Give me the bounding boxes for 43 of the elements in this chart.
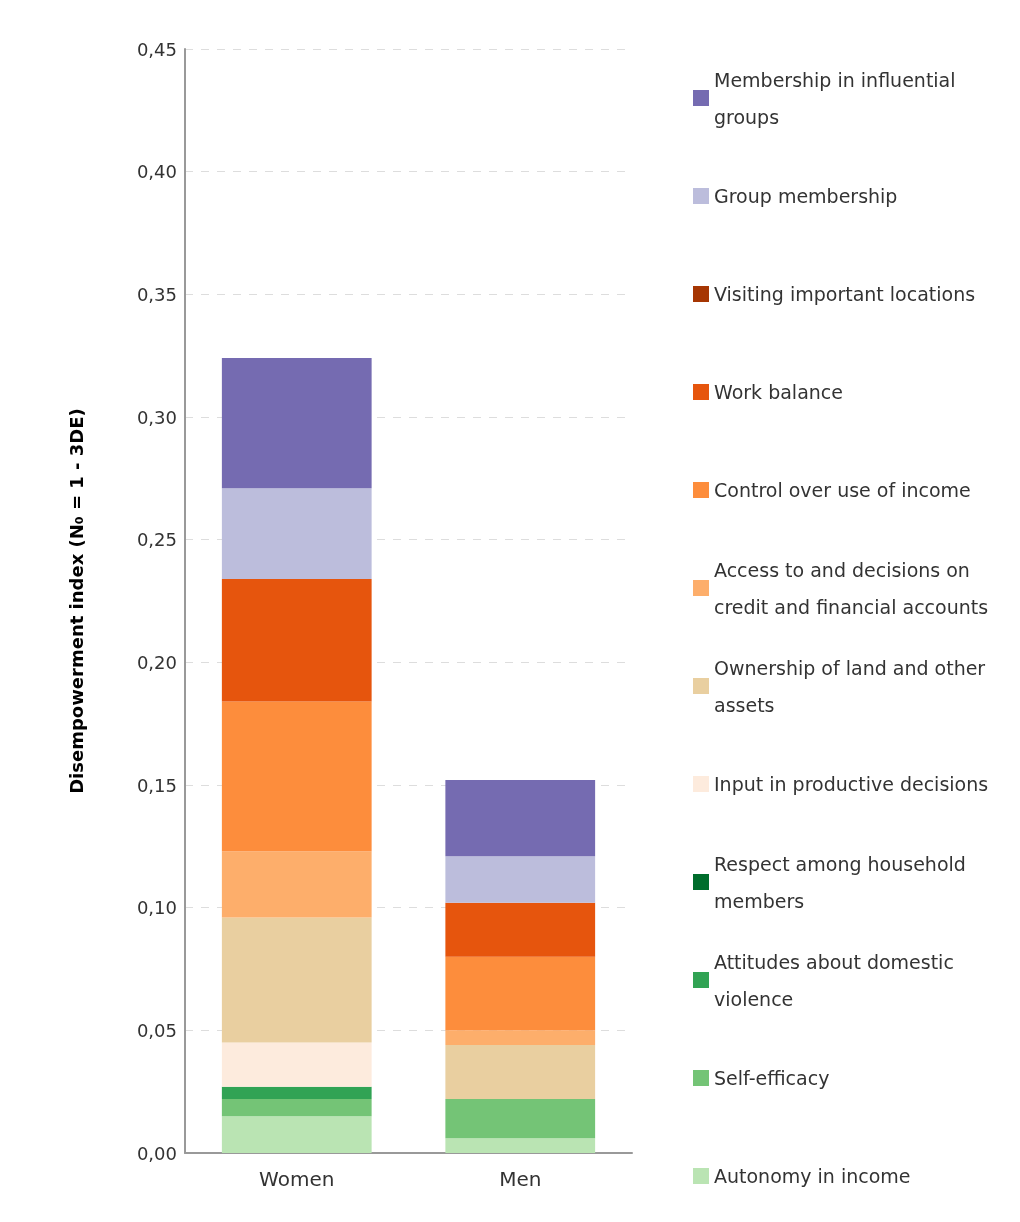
legend-label: Input in productive decisions [714, 773, 989, 795]
bar [445, 1099, 596, 1139]
legend-label: Self-efficacy [714, 1067, 830, 1089]
bar [445, 956, 596, 1031]
y-tick-label: 0,00 [136, 1142, 177, 1164]
y-tick-label: 0,05 [136, 1019, 177, 1041]
bar [221, 1116, 372, 1153]
bar [221, 917, 372, 1043]
legend-label: Group membership [714, 185, 898, 207]
y-tick-label: 0,40 [136, 161, 177, 183]
legend-label: Work balance [714, 381, 843, 403]
y-tick-label: 0,35 [136, 283, 177, 305]
bar [221, 358, 372, 489]
y-tick-label: 0,45 [136, 38, 177, 60]
y-tick-label: 0,10 [136, 897, 177, 919]
legend-label: Attitudes about domestic violence [714, 950, 960, 1010]
bar [445, 1045, 596, 1100]
legend-label: Visiting important locations [714, 283, 976, 305]
bar [221, 488, 372, 579]
legend-label: Control over use of income [714, 479, 971, 501]
y-tick-label: 0,20 [136, 651, 177, 673]
y-tick-label: 0,30 [136, 406, 177, 428]
legend-label: Autonomy in income [714, 1165, 911, 1187]
legend-label: Access to and decisions on credit and financial accounts [714, 558, 989, 618]
bar [445, 902, 596, 957]
y-tick-label: 0,25 [136, 529, 177, 551]
y-axis-title: Disempowerment index (N₀ = 1 - 3DE) [65, 408, 87, 794]
bar [221, 1086, 372, 1100]
bar [445, 1030, 596, 1046]
y-tick-label: 0,15 [136, 774, 177, 796]
legend-label: Respect among household members [714, 852, 972, 912]
x-tick-label: Men [499, 1167, 542, 1191]
bar [445, 780, 596, 857]
legend-label: Membership in influential groups [714, 68, 962, 128]
x-tick-label: Women [259, 1167, 335, 1191]
bar [221, 1042, 372, 1087]
bar [221, 701, 372, 852]
bar [221, 578, 372, 702]
bar [221, 1099, 372, 1117]
bar [221, 851, 372, 918]
bar [445, 856, 596, 903]
legend-label: Ownership of land and other assets [714, 656, 992, 716]
bar [445, 1138, 596, 1153]
